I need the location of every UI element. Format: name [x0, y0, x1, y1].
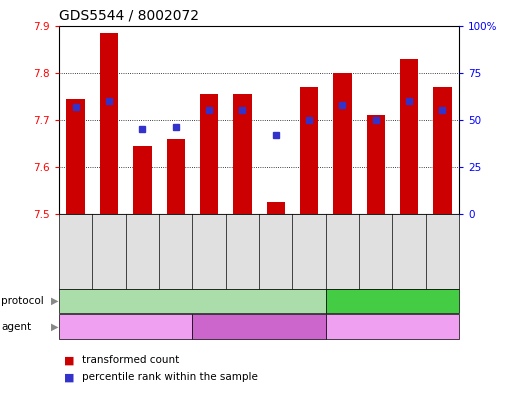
Text: control: control [106, 321, 145, 332]
Text: ▶: ▶ [51, 321, 59, 332]
Bar [67, 99, 85, 214]
Text: protocol: protocol [1, 296, 44, 306]
Bar [300, 87, 318, 214]
Text: unstimulated: unstimulated [356, 296, 429, 306]
Text: ■: ■ [64, 355, 74, 365]
Text: ▶: ▶ [51, 296, 59, 306]
Text: stimulated: stimulated [163, 296, 222, 306]
Bar [367, 115, 385, 214]
Text: control: control [373, 321, 412, 332]
Text: transformed count: transformed count [82, 355, 180, 365]
Text: percentile rank within the sample: percentile rank within the sample [82, 372, 258, 382]
Bar [200, 94, 218, 214]
Bar [433, 87, 451, 214]
Bar [167, 139, 185, 214]
Text: agent: agent [1, 321, 31, 332]
Bar [233, 94, 251, 214]
Bar [100, 33, 118, 214]
Text: GDS5544 / 8002072: GDS5544 / 8002072 [59, 9, 199, 23]
Bar [400, 59, 418, 214]
Bar [133, 146, 151, 214]
Bar [267, 202, 285, 214]
Text: edelfosine: edelfosine [230, 321, 288, 332]
Text: ■: ■ [64, 372, 74, 382]
Bar [333, 73, 351, 214]
